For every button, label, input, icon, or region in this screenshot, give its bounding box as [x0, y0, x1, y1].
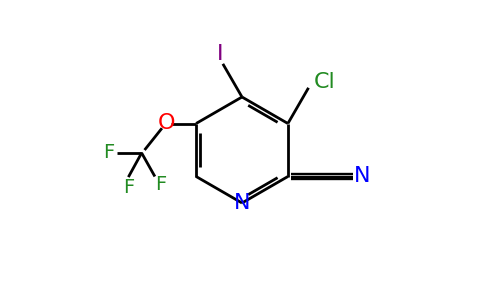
Text: F: F — [104, 143, 115, 162]
Text: I: I — [217, 44, 223, 64]
Text: O: O — [158, 113, 175, 134]
Text: N: N — [354, 167, 370, 187]
Text: F: F — [123, 178, 134, 197]
Text: Cl: Cl — [314, 72, 335, 92]
Text: N: N — [234, 193, 250, 213]
Text: F: F — [155, 175, 166, 194]
